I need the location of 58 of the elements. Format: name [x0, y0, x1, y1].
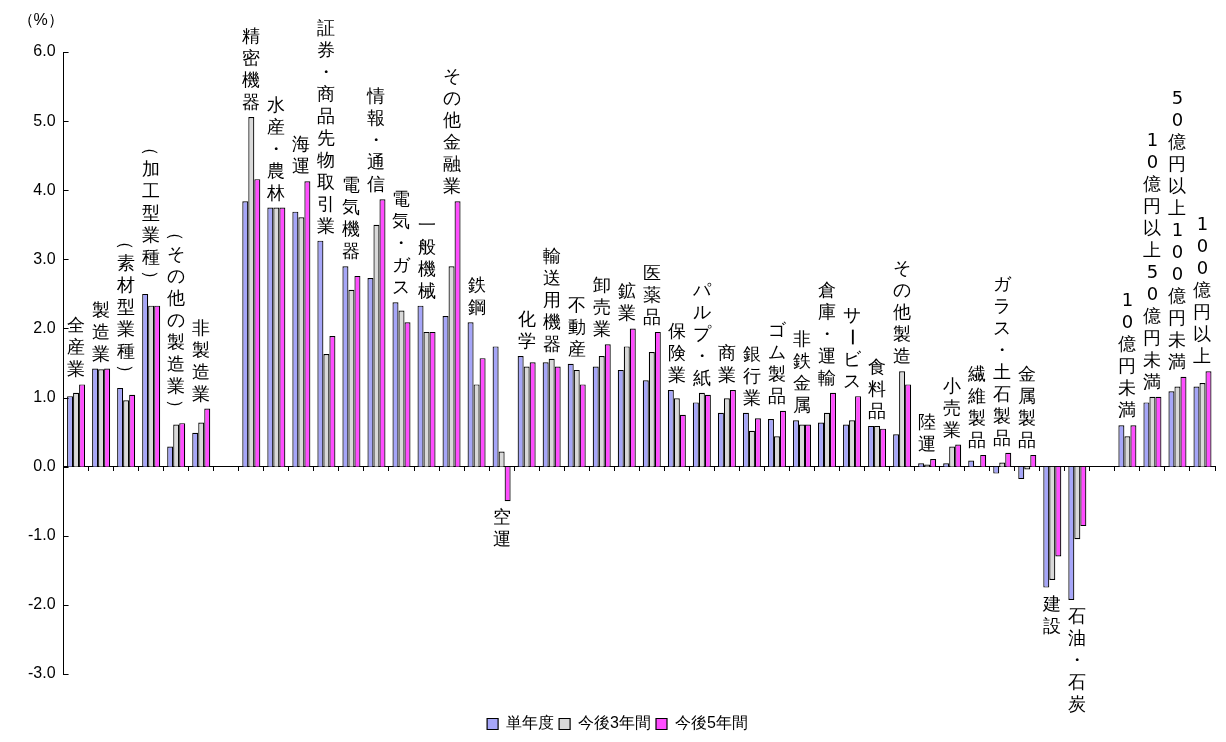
y-tick-label: -2.0 [27, 595, 56, 613]
x-tick-label: （加工型業種） [140, 136, 163, 289]
x-tick-label: 不動産 [566, 293, 587, 360]
y-tick-label: 4.0 [33, 180, 56, 198]
x-tick-label: （素材型業種） [115, 230, 138, 383]
y-axis-title: （%） [17, 10, 64, 30]
x-tick-label: 銀行業 [741, 342, 762, 409]
x-tick-label: 全産業 [66, 314, 87, 381]
x-tick-label: 電気機器 [341, 174, 362, 263]
x-tick-label: その他金融業 [441, 65, 462, 198]
x-tick-label: 非製造業 [191, 316, 212, 405]
x-tick-label: 鉄鋼 [466, 274, 487, 319]
x-tick-label: 陸運 [917, 411, 938, 456]
y-tick-label: 6.0 [33, 42, 56, 60]
x-tick-label: 繊維製品 [967, 362, 988, 451]
x-tick-label: 医薬品 [641, 261, 662, 328]
category-label: （その他の製造業） [166, 223, 188, 418]
x-tick-label: 海運 [291, 133, 312, 178]
x-tick-label: 小売業 [942, 374, 963, 441]
legend-label: 今後5年間 [675, 714, 748, 732]
y-tick-label: 3.0 [33, 249, 56, 267]
x-tick-label: 水産・農林 [266, 93, 287, 204]
x-tick-label: 保険業 [666, 319, 687, 386]
category-label: 10億円以上50億円未満 [1143, 128, 1162, 392]
x-tick-label: 非鉄金属 [792, 328, 812, 417]
y-tick-label: 0.0 [33, 457, 56, 475]
x-tick-label: 金属製品 [1017, 362, 1038, 451]
x-tick-label: 鉱業 [616, 280, 637, 325]
x-tick-label: 輸送用機器 [541, 244, 562, 355]
y-tick-label: 2.0 [33, 318, 56, 336]
category-label: 証券・商品先物取引業 [317, 16, 336, 236]
x-tick-label: ガラス・土石製品 [992, 272, 1013, 449]
x-tick-label: 100億円以上 [1192, 213, 1213, 368]
x-tick-label: 電気・ガス [391, 188, 412, 299]
category-label: 50億円以上100億円未満 [1168, 86, 1187, 372]
legend-label: 今後3年間 [578, 714, 652, 732]
x-tick-label: 製造業 [91, 298, 112, 365]
x-tick-label: パルプ・紙 [691, 278, 712, 389]
x-tick-label: 卸売業 [591, 274, 612, 341]
x-tick-label: 石油・石炭 [1067, 605, 1088, 716]
x-tick-label: 化学 [516, 308, 537, 353]
x-tick-label: 倉庫・運輸 [817, 278, 837, 389]
y-tick-label: -1.0 [27, 526, 56, 544]
x-tick-label: 精密機器 [241, 24, 262, 113]
x-tick-label: 商業 [716, 341, 737, 386]
y-tick-label: 5.0 [33, 111, 56, 129]
x-tick-label: 情報・通信 [366, 85, 387, 196]
y-tick-label: 1.0 [33, 387, 56, 405]
y-tick-label: -3.0 [27, 664, 56, 682]
x-tick-label: サービス [841, 304, 864, 393]
x-tick-label: 建設 [1042, 592, 1063, 637]
x-tick-label: 10億円未満 [1117, 289, 1138, 422]
x-tick-label: 食料品 [867, 355, 888, 422]
x-tick-label: その他製造 [892, 257, 913, 368]
legend-label: 単年度 [506, 714, 555, 732]
x-tick-label: ゴム製品 [766, 318, 787, 407]
x-tick-label: 空運 [491, 506, 512, 551]
x-tick-label: 一般機械 [416, 213, 437, 302]
